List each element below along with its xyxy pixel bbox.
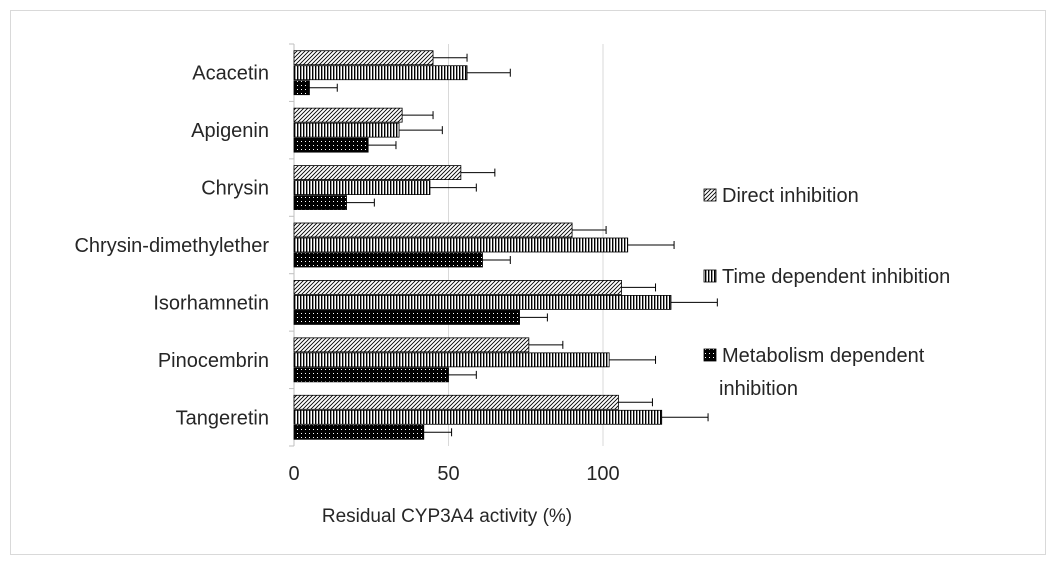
legend-label-direct-inhibition: Direct inhibition: [722, 185, 859, 207]
category-label-chrysin: Chrysin: [201, 178, 269, 200]
axis-layer: [289, 43, 295, 447]
category-label-tangeretin: Tangeretin: [176, 407, 269, 429]
bar-chrysin-dimethylether-time-dependent-inhibition: [293, 237, 629, 253]
legend-swatch-metabolism-dependent-inhibition: [703, 348, 717, 362]
bar-isorhamnetin-metabolism-dependent-inhibition: [293, 310, 520, 325]
category-label-chrysin-dimethylether: Chrysin-dimethylether: [74, 235, 269, 257]
bar-tangeretin-direct-inhibition: [293, 394, 619, 410]
category-label-pinocembrin: Pinocembrin: [158, 350, 269, 372]
legend-swatch-direct-inhibition: [703, 188, 717, 202]
bar-isorhamnetin-time-dependent-inhibition: [293, 295, 672, 310]
x-tick-label: 0: [288, 463, 299, 485]
bar-chrysin-time-dependent-inhibition: [293, 180, 431, 195]
category-label-apigenin: Apigenin: [191, 120, 269, 142]
bar-tangeretin-time-dependent-inhibition: [293, 409, 663, 425]
legend-swatch-time-dependent-inhibition: [703, 269, 717, 283]
bar-chrysin-metabolism-dependent-inhibition: [293, 195, 347, 210]
bar-chrysin-dimethylether-metabolism-dependent-inhibition: [293, 252, 483, 268]
bar-apigenin-direct-inhibition: [293, 107, 403, 123]
x-axis-title: Residual CYP3A4 activity (%): [322, 506, 572, 527]
bar-chrysin-dimethylether-direct-inhibition: [293, 222, 573, 238]
legend-label-time-dependent-inhibition: Time dependent inhibition: [722, 266, 950, 288]
category-label-isorhamnetin: Isorhamnetin: [153, 292, 269, 314]
x-tick-label: 50: [437, 463, 459, 485]
bar-pinocembrin-direct-inhibition: [293, 337, 530, 353]
bar-apigenin-time-dependent-inhibition: [293, 122, 400, 138]
error-bars-layer: [309, 53, 718, 437]
bar-pinocembrin-time-dependent-inhibition: [293, 352, 610, 368]
bars-layer: [293, 50, 672, 440]
category-label-acacetin: Acacetin: [192, 63, 269, 85]
bar-acacetin-direct-inhibition: [293, 50, 434, 66]
bar-tangeretin-metabolism-dependent-inhibition: [293, 424, 425, 440]
x-tick-label: 100: [586, 463, 619, 485]
chart-frame: [10, 10, 1046, 555]
bar-isorhamnetin-direct-inhibition: [293, 280, 622, 295]
bar-acacetin-time-dependent-inhibition: [293, 65, 468, 81]
bar-acacetin-metabolism-dependent-inhibition: [293, 80, 310, 96]
bar-apigenin-metabolism-dependent-inhibition: [293, 137, 369, 153]
bar-chrysin-direct-inhibition: [293, 165, 462, 180]
labels-layer: 0 50 100 Acacetin Apigenin Chrysin Chrysin-dim…: [74, 63, 619, 485]
legend: Direct inhibition Time dependent inhibiti…: [703, 185, 950, 400]
legend-label-metabolism-dependent-inhibition: Metabolism dependent inhibition: [719, 345, 925, 400]
bar-pinocembrin-metabolism-dependent-inhibition: [293, 367, 449, 383]
